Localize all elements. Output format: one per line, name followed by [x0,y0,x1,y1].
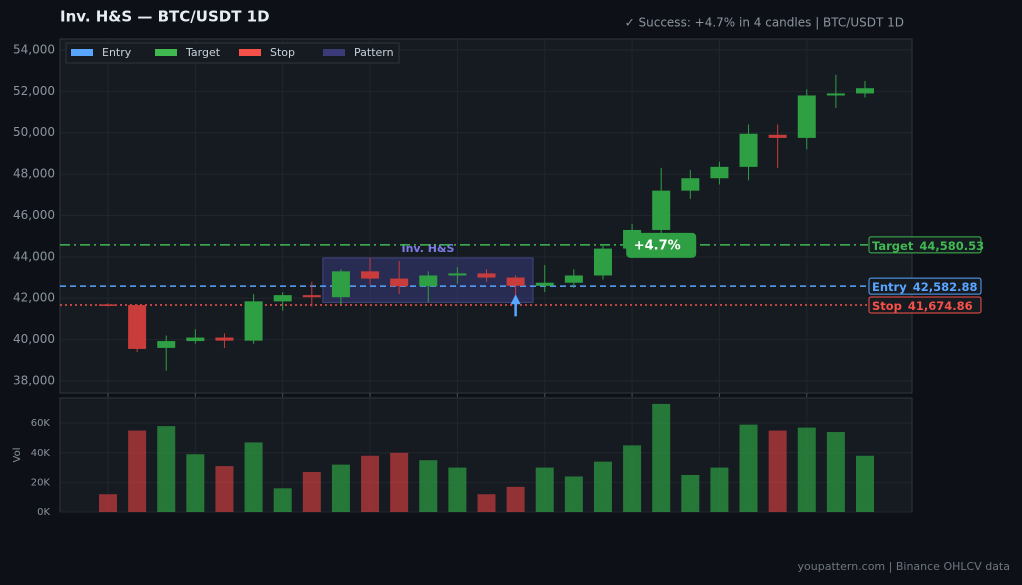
legend-swatch [155,49,177,56]
volume-bar [768,430,787,512]
level-value: 42,582.88 [913,280,978,294]
level-name: Entry [872,280,907,294]
candle-body [652,190,671,230]
volume-bar [856,455,874,512]
volume-bar [623,445,642,512]
volume-bar [826,432,845,512]
volume-bar [302,472,321,512]
volume-bar [331,464,350,512]
candle-body [826,93,845,96]
level-value: 44,580.53 [919,238,984,252]
legend [65,42,400,64]
pattern-label: Inv. H&S [402,242,455,255]
candle-body [157,341,176,348]
y-tick-label: 46,000 [13,208,55,222]
candle-body [535,282,554,286]
volume-bar [419,460,438,512]
candle-body [564,275,583,283]
level-tag-text: Entry 42,582.88 [872,280,977,294]
volume-bar [448,467,467,512]
level-tag [868,236,982,254]
legend-swatch [239,49,261,56]
candle-body [856,88,874,94]
volume-bar [797,427,816,512]
volume-bar [535,467,554,512]
level-tag-text: Stop 41,674.86 [872,298,973,312]
candle-body [390,278,409,287]
footer: youpattern.com | Binance OHLCV data [798,560,1010,573]
y-tick-label: 42,000 [13,291,55,305]
candle-body [186,337,205,342]
volume-bar [215,466,234,512]
volume-bar [710,467,729,512]
y-tick-label: 38,000 [13,374,55,388]
legend-label: Target [185,46,221,59]
entry-arrowhead [510,294,521,305]
level-tag-text: Target 44,580.53 [872,238,984,252]
volume-bar [506,486,525,512]
volume-bar [273,488,292,512]
annotation-text: +4.7% [634,238,681,253]
legend-label: Pattern [354,46,394,59]
y-tick-label: 52,000 [13,84,55,98]
volume-tick-label: 20K [31,477,51,488]
candle-body [739,133,758,167]
candle-body [681,178,700,191]
candle-body [477,273,496,278]
candle-body [768,134,787,138]
candle-body [361,271,380,279]
level-tag [868,277,982,295]
annotation-box [626,232,697,258]
y-tick-label: 48,000 [13,167,55,181]
candle-body [273,295,292,302]
volume-bar [564,476,583,512]
y-tick-label: 40,000 [13,332,55,346]
candle-body [593,248,612,276]
candle-body [419,275,438,287]
chart-title: Inv. H&S — BTC/USDT 1D [60,8,270,26]
volume-bar [652,403,671,512]
volume-axis-label: Vol [12,448,23,463]
volume-bar [681,474,700,512]
price-panel [59,38,913,394]
volume-bar [244,442,263,512]
volume-bar [128,430,147,512]
volume-tick-label: 0K [37,507,50,518]
candle-body [710,166,729,179]
candle-body [215,337,234,341]
legend-swatch [71,49,93,56]
subtitle: ✓ Success: +4.7% in 4 candles | BTC/USDT… [625,16,904,30]
y-tick-label: 54,000 [13,42,55,56]
candle-body [128,305,147,349]
volume-bar [186,454,205,512]
legend-swatch [323,49,345,56]
candle-body [331,271,350,298]
candle-body [99,304,117,306]
candle-body [448,273,467,276]
volume-bar [390,452,409,512]
volume-tick-label: 60K [31,418,51,429]
legend-label: Entry [102,46,132,59]
volume-bar [593,461,612,512]
candle-body [797,95,816,138]
legend-label: Stop [270,46,295,59]
volume-bar [99,494,117,512]
candle-body [506,277,525,286]
level-value: 41,674.86 [908,298,973,312]
volume-bar [477,494,496,512]
volume-tick-label: 40K [31,448,51,459]
y-tick-label: 44,000 [13,249,55,263]
volume-bar [157,426,176,512]
volume-bar [739,424,758,512]
y-tick-label: 50,000 [13,125,55,139]
level-tag [868,296,982,314]
candle-body [244,301,263,341]
candle-body [302,295,321,298]
volume-bar [361,455,380,512]
level-name: Target [872,238,914,252]
level-name: Stop [872,298,902,312]
